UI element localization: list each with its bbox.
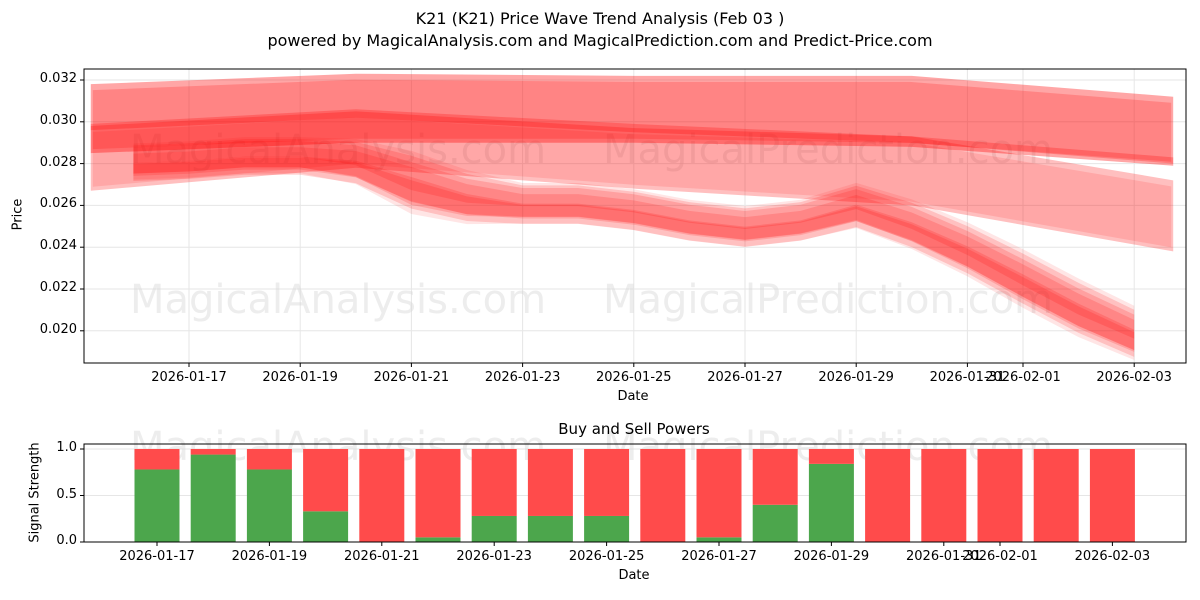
- x-tick-label: 2026-01-19: [262, 370, 338, 385]
- buy-sell-bars: [134, 449, 1135, 542]
- sell-bar: [584, 449, 630, 516]
- sell-bar: [640, 449, 686, 542]
- bar-x-tick-label: 2026-01-21: [344, 549, 420, 564]
- buy-bar: [808, 463, 854, 542]
- sell-bar: [696, 449, 742, 538]
- bar-x-tick-label: 2026-01-23: [456, 549, 532, 564]
- long-wave-band: [90, 111, 1174, 252]
- y-tick-label: 0.028: [39, 154, 77, 170]
- chart-subtitle: powered by MagicalAnalysis.com and Magic…: [267, 31, 933, 50]
- short-wave-band: [133, 137, 1135, 360]
- buy-bar: [584, 515, 630, 542]
- sell-bar: [415, 449, 461, 538]
- bar-x-tick-label: 2026-01-19: [231, 549, 308, 564]
- chart-title: K21 (K21) Price Wave Trend Analysis (Feb…: [415, 9, 785, 28]
- buy-bar: [471, 515, 517, 542]
- y-tick-label: 0.020: [39, 321, 77, 337]
- bar-x-tick-label: 2026-01-17: [119, 549, 195, 564]
- y-tick-label: 0.024: [39, 238, 77, 254]
- sell-bar: [471, 449, 517, 516]
- x-tick-label: 2026-01-21: [373, 370, 450, 385]
- buy-bar: [696, 537, 742, 542]
- bar-x-tick-label: 2026-01-25: [568, 549, 645, 564]
- buy-bar: [303, 511, 349, 542]
- sell-bar: [246, 449, 292, 470]
- watermark-text: MagicalAnalysis.com: [130, 277, 546, 323]
- sell-bar: [1089, 449, 1135, 542]
- x-tick-label: 2026-02-03: [1096, 370, 1172, 385]
- bar-chart-title: Buy and Sell Powers: [558, 420, 710, 438]
- x-tick-label: 2026-01-23: [484, 370, 561, 385]
- bar-y-axis-label: Signal Strength: [27, 442, 43, 543]
- bar-x-tick-label: 2026-01-29: [793, 549, 870, 564]
- bar-x-axis-label: Date: [618, 568, 650, 583]
- price-plot-area: [84, 69, 1186, 363]
- sell-bar: [1033, 449, 1079, 542]
- sell-bar: [865, 449, 911, 542]
- sell-bar: [977, 449, 1023, 542]
- x-axis-label: Date: [617, 389, 649, 404]
- y-tick-label: 0.022: [39, 280, 77, 295]
- sell-bar: [190, 449, 236, 455]
- x-tick-label: 2026-01-27: [707, 370, 783, 385]
- sell-bar: [134, 449, 180, 470]
- y-tick-label: 0.032: [39, 71, 77, 86]
- long-wave-band: [92, 79, 1172, 162]
- short-wave-band: [133, 156, 1135, 357]
- bar-y-tick-label: 0.0: [56, 533, 77, 548]
- watermark-text: MagicalPrediction.com: [603, 127, 1053, 173]
- watermark-text: MagicalPrediction.com: [603, 277, 1053, 323]
- y-tick-label: 0.026: [39, 196, 77, 212]
- sell-bar: [752, 449, 798, 505]
- bar-y-tick-label: 0.5: [56, 486, 77, 502]
- short-wave-band: [133, 139, 1135, 352]
- sell-bar: [808, 449, 854, 464]
- y-axis-label: Price: [10, 198, 26, 231]
- price-waves: [90, 73, 1174, 360]
- sell-bar: [359, 449, 405, 542]
- sell-bar: [527, 449, 573, 516]
- buy-bar: [134, 469, 180, 542]
- sell-bar: [921, 449, 967, 542]
- short-wave-band: [133, 147, 1135, 351]
- bar-axes-frame: [83, 443, 1187, 543]
- buy-bar: [752, 504, 798, 542]
- watermark-text: MagicalAnalysis.com: [130, 127, 546, 173]
- bar-x-tick-label: 2026-01-27: [681, 549, 757, 564]
- bar-x-tick-label: 2026-01-31: [906, 549, 982, 564]
- buy-bar: [415, 537, 461, 542]
- x-tick-label: 2026-01-31: [929, 370, 1006, 385]
- buy-bar: [246, 469, 292, 542]
- long-wave-band: [90, 73, 1174, 166]
- buy-bar: [527, 515, 573, 542]
- buy-bar: [190, 454, 236, 542]
- x-tick-label: 2026-01-25: [596, 370, 672, 385]
- x-tick-label: 2026-01-17: [151, 370, 227, 385]
- sell-bar: [303, 449, 349, 512]
- bar-x-tick-label: 2026-02-01: [962, 549, 1038, 564]
- y-tick-label: 0.030: [39, 112, 77, 128]
- bar-x-tick-label: 2026-02-03: [1074, 549, 1151, 564]
- x-tick-label: 2026-02-01: [985, 370, 1061, 385]
- long-wave-band: [92, 117, 1172, 248]
- bar-y-tick-label: 1.0: [56, 440, 77, 455]
- price-axes-frame: [83, 68, 1187, 364]
- x-tick-label: 2026-01-29: [818, 370, 894, 385]
